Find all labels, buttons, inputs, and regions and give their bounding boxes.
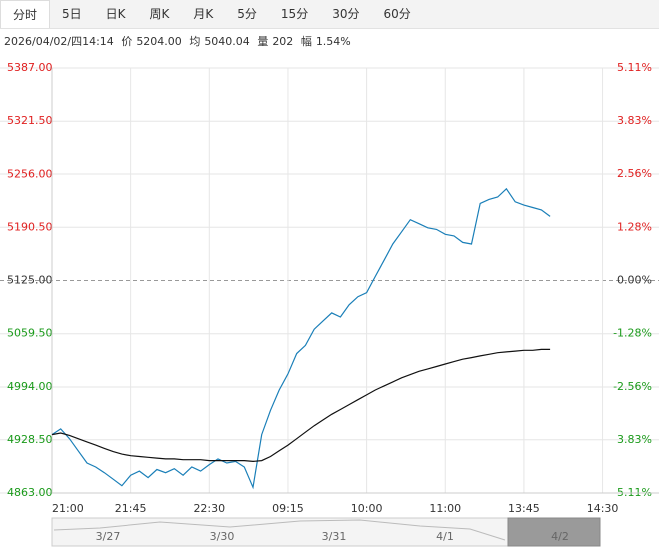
tab[interactable]: 5日: [62, 7, 82, 21]
y2-tick-label: 0.00%: [617, 274, 652, 287]
tab[interactable]: 15分: [280, 7, 309, 21]
x-tick-label: 11:00: [429, 502, 461, 515]
y-tick-label: 5059.50: [7, 327, 53, 340]
y2-tick-label: 3.83%: [617, 433, 652, 446]
x-tick-label: 10:00: [351, 502, 383, 515]
navigator-date: 4/1: [436, 530, 454, 543]
navigator-preview: [53, 519, 506, 541]
y2-tick-label: -1.28%: [613, 327, 652, 340]
info-price-label: 价: [121, 35, 133, 48]
tab[interactable]: 分时: [0, 0, 51, 28]
navigator-date: 3/27: [96, 530, 121, 543]
x-tick-label: 13:45: [508, 502, 540, 515]
y-tick-label: 5321.50: [7, 114, 53, 127]
plot: 5.11% 3.83% 2.56% 1.28% 0.00% -1.28% -2.56% 3.8…: [0, 61, 659, 543]
info-avg: 5040.04: [204, 35, 250, 48]
y-tick-label: 5256.00: [7, 167, 53, 180]
y-tick-label: 5387.00: [7, 61, 53, 74]
info-avg-label: 均: [189, 35, 201, 48]
y-tick-label: 4928.50: [7, 433, 53, 446]
info-volume: 202: [272, 35, 294, 48]
tab[interactable]: 30分: [332, 7, 360, 21]
tab[interactable]: 周K: [149, 7, 170, 21]
y2-tick-label: 3.83%: [617, 114, 652, 127]
navigator-date: 3/30: [210, 530, 235, 543]
price-line: [51, 348, 551, 463]
y-tick-label: 5125.00: [7, 274, 53, 287]
x-tick-label: 14:30: [587, 502, 619, 515]
info-change: 1.54%: [315, 35, 351, 48]
x-tick-label: 09:15: [272, 502, 304, 515]
navigator-date: 4/2: [551, 530, 569, 543]
y2-tick-label: 2.56%: [617, 167, 652, 180]
info-change-label: 幅: [300, 35, 312, 48]
info-price: 5204.00: [136, 35, 182, 48]
y2-tick-label: -2.56%: [613, 380, 652, 393]
info-line: 2026/04/02/四14:14 价 5204.00 均 5040.04 量 202…: [4, 33, 355, 49]
y2-tick-label: 1.28%: [617, 220, 652, 233]
y-tick-label: 4863.00: [7, 486, 53, 499]
y-tick-label: 5190.50: [7, 220, 53, 233]
tab[interactable]: 60分: [383, 7, 411, 21]
tab[interactable]: 日K: [105, 7, 126, 21]
price-line: [51, 187, 551, 490]
y2-tick-label: 5.11%: [617, 61, 652, 74]
info-volume-label: 量: [257, 35, 269, 48]
x-tick-label: 21:45: [115, 502, 147, 515]
x-tick-label: 21:00: [52, 502, 84, 515]
navigator-date: 3/31: [322, 530, 347, 543]
tab[interactable]: 5分: [237, 7, 257, 21]
x-tick-label: 22:30: [193, 502, 225, 515]
info-datetime: 2026/04/02/四14:14: [4, 35, 114, 48]
y-tick-label: 4994.00: [7, 380, 53, 393]
tab-bar: 分时 5日 日K 周K 月K 5分 15分 30分 60分: [0, 0, 659, 29]
tab[interactable]: 月K: [193, 7, 214, 21]
navigator-window: [507, 517, 601, 547]
